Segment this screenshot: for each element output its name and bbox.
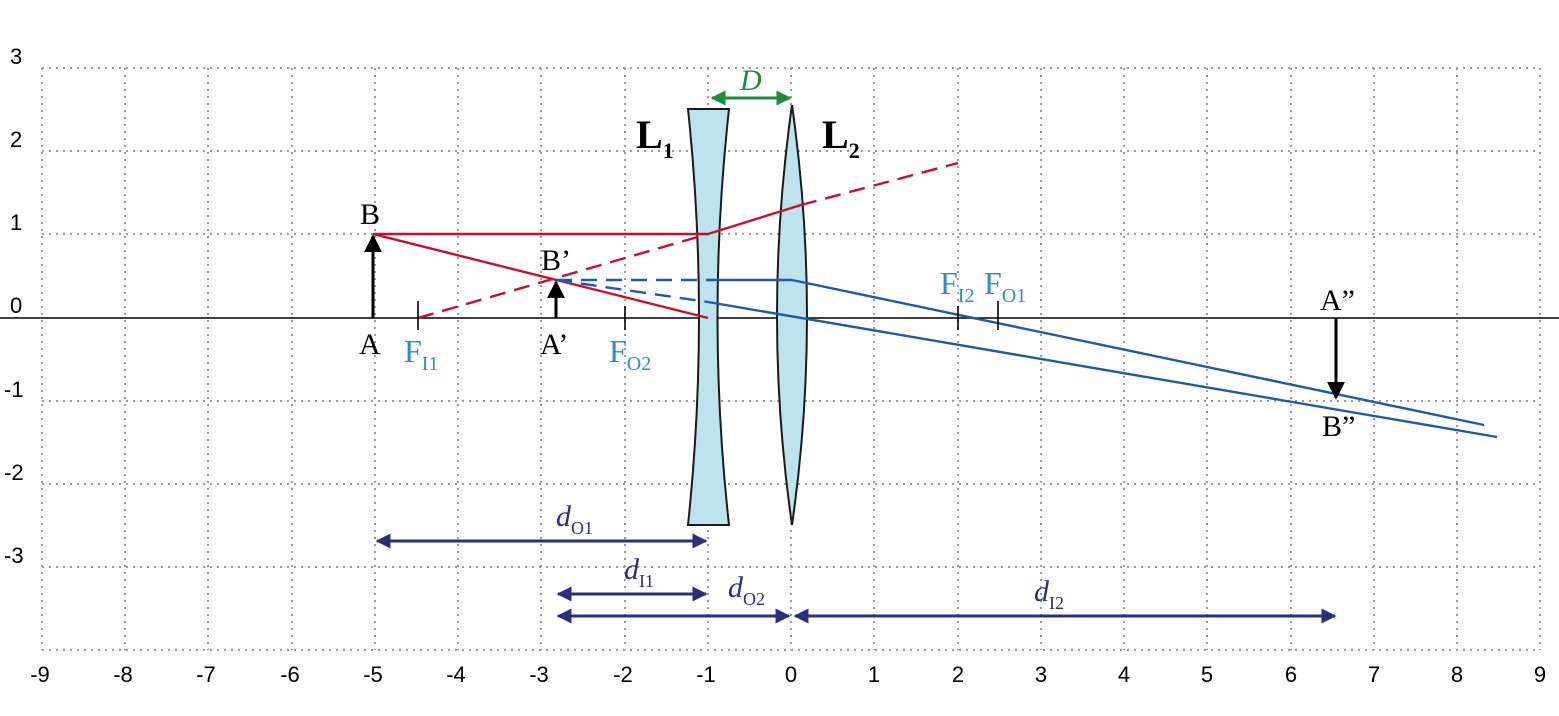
x-tick: -9: [30, 662, 50, 687]
x-tick: 8: [1451, 662, 1463, 687]
red-ray-virtual-extension: [417, 232, 709, 320]
x-tick: -6: [280, 662, 300, 687]
x-tick: -2: [613, 662, 633, 687]
y-tick: -3: [4, 543, 24, 568]
blue-ray-through-center: [707, 300, 1498, 439]
label-a: A: [359, 328, 381, 361]
x-tick-labels: -9 -8 -7 -6 -5 -4 -3 -2 -1 0 1 2 3 4 5 6…: [30, 662, 1546, 687]
label-do1: dO1: [556, 500, 593, 538]
x-tick: 1: [868, 662, 880, 687]
red-ray-refracted: [707, 203, 802, 236]
x-tick: -4: [446, 662, 466, 687]
label-b-double-prime: B”: [1322, 410, 1355, 443]
y-tick-labels: 3 2 1 0 -1 -2 -3: [4, 44, 24, 568]
x-tick: 9: [1534, 662, 1546, 687]
x-tick: -1: [696, 662, 716, 687]
x-tick: 6: [1285, 662, 1297, 687]
x-tick: -5: [363, 662, 383, 687]
label-di1: dI1: [624, 553, 654, 591]
x-tick: 5: [1201, 662, 1213, 687]
label-d: D: [739, 64, 762, 97]
blue-rays: [555, 278, 1498, 439]
label-fo1: FO1: [984, 265, 1026, 307]
y-tick: 2: [10, 127, 22, 152]
y-tick: 3: [10, 44, 22, 69]
label-di2: dI2: [1034, 575, 1064, 613]
blue-ray-virtual-center: [555, 278, 709, 304]
x-tick: 0: [785, 662, 797, 687]
label-fo2: FO2: [609, 333, 651, 375]
x-tick: 2: [952, 662, 964, 687]
x-tick: 3: [1035, 662, 1047, 687]
y-tick: 0: [10, 293, 22, 318]
label-b-prime: B’: [541, 244, 571, 277]
focal-ticks: [417, 301, 999, 330]
distance-arrows: [375, 533, 1337, 624]
red-ray-through-center: [372, 232, 709, 320]
blue-ray-refracted: [791, 278, 1485, 427]
label-fi1: FI1: [404, 333, 438, 375]
x-tick: -3: [529, 662, 549, 687]
label-l2: L2: [822, 112, 860, 163]
x-tick: -7: [196, 662, 216, 687]
y-tick: -1: [4, 377, 24, 402]
x-tick: 7: [1368, 662, 1380, 687]
red-ray-exit-extension: [800, 161, 959, 207]
x-tick: -8: [113, 662, 133, 687]
lens-l1: [686, 108, 731, 526]
label-l1: L1: [636, 112, 674, 163]
label-fi2: FI2: [940, 265, 974, 307]
red-rays: [372, 161, 959, 320]
label-b: B: [360, 198, 380, 231]
y-tick: -2: [4, 460, 24, 485]
label-a-double-prime: A”: [1320, 284, 1355, 317]
label-do2: dO2: [728, 571, 765, 609]
y-tick: 1: [10, 210, 22, 235]
label-a-prime: A’: [540, 328, 568, 361]
x-tick: 4: [1118, 662, 1130, 687]
